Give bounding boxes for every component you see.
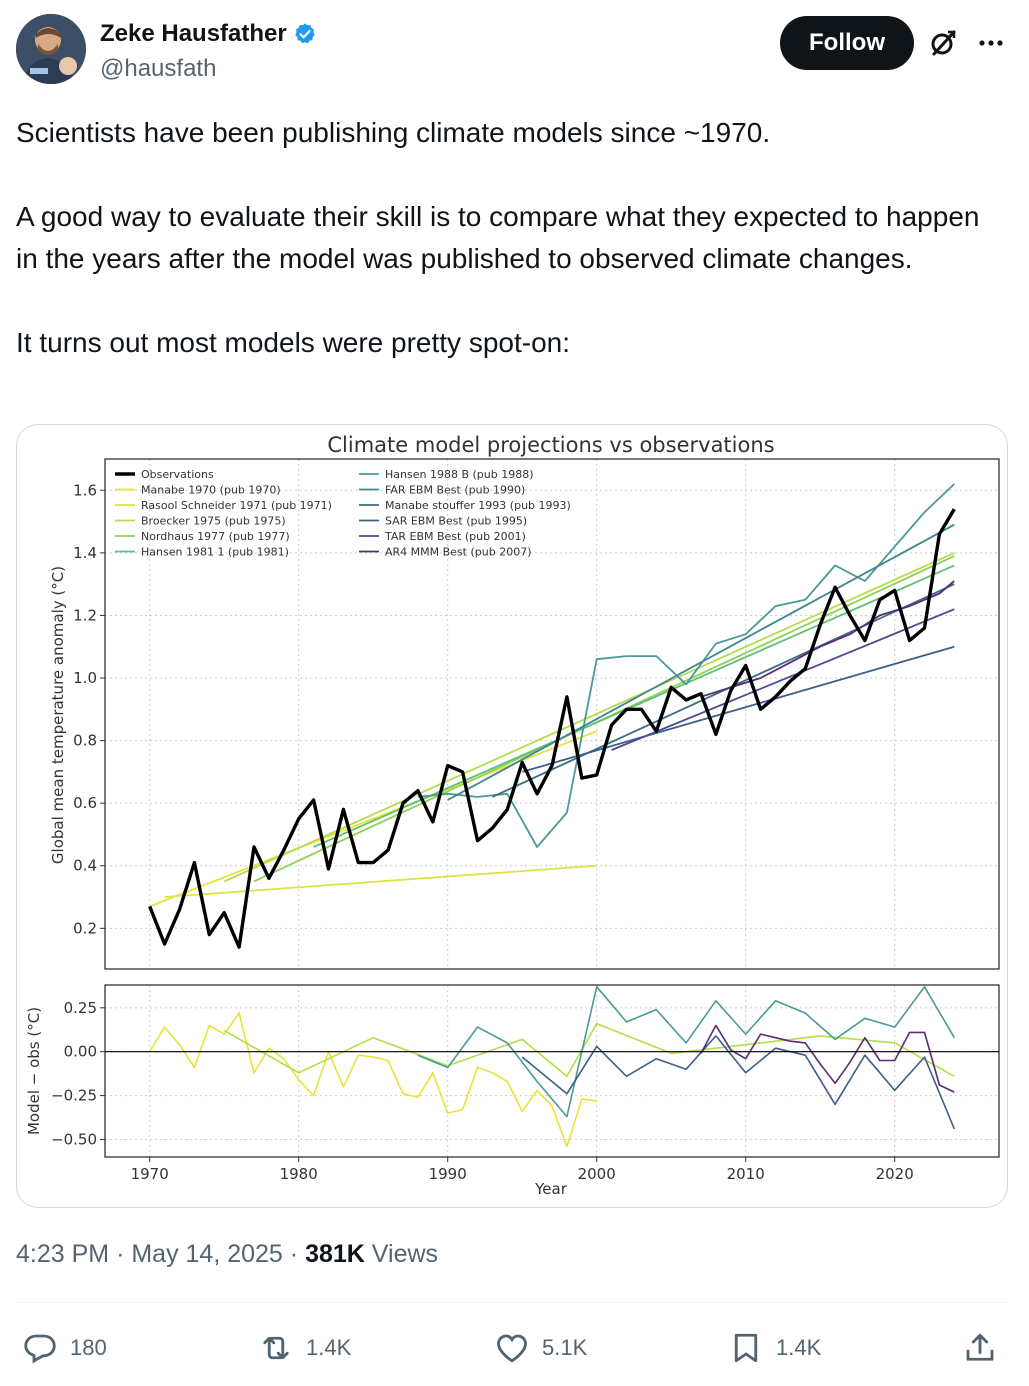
- tweet-header: Zeke Hausfather @hausfath Follow: [16, 14, 1013, 86]
- series-line: [417, 483, 955, 848]
- climate-chart: Climate model projections vs observation…: [25, 433, 1000, 1198]
- legend-label: FAR EBM Best (pub 1990): [385, 484, 525, 497]
- tweet-date[interactable]: May 14, 2025: [131, 1240, 283, 1268]
- chart-image[interactable]: Climate model projections vs observation…: [16, 424, 1008, 1208]
- x-axis-label: Year: [534, 1180, 568, 1198]
- legend-label: Manabe stouffer 1993 (pub 1993): [385, 499, 571, 512]
- bookmark-button[interactable]: 1.4K: [728, 1318, 821, 1378]
- reply-button[interactable]: 180: [22, 1318, 107, 1378]
- tweet-time[interactable]: 4:23 PM: [16, 1240, 110, 1268]
- action-bar: 180 1.4K 5.1K 1.4K: [16, 1318, 1009, 1378]
- author-name-row: Zeke Hausfather: [100, 20, 317, 48]
- views-label: Views: [371, 1240, 439, 1268]
- y-tick-label: 0.00: [64, 1043, 97, 1061]
- y-tick-label: 1.2: [73, 606, 97, 624]
- x-tick-label: 2020: [876, 1165, 914, 1183]
- chart-title: Climate model projections vs observation…: [327, 433, 774, 457]
- repost-count: 1.4K: [306, 1335, 352, 1360]
- x-tick-label: 1980: [280, 1165, 318, 1183]
- legend-label: Rasool Schneider 1971 (pub 1971): [141, 499, 332, 512]
- legend-label: Broecker 1975 (pub 1975): [141, 515, 286, 528]
- x-tick-label: 2000: [578, 1165, 616, 1183]
- series-line: [223, 552, 955, 883]
- series-line: [700, 580, 955, 698]
- x-tick-label: 2010: [727, 1165, 765, 1183]
- tweet-timestamp: 4:23 PM · May 14, 2025 · 381K Views: [16, 1240, 438, 1269]
- legend-label: Manabe 1970 (pub 1970): [141, 484, 281, 497]
- observations-line-group: [148, 508, 956, 949]
- chart-legend: Observations Manabe 1970 (pub 1970) Rasool…: [115, 468, 571, 559]
- legend-label: Observations: [141, 468, 214, 481]
- like-count: 5.1K: [542, 1335, 588, 1360]
- reply-count: 180: [70, 1335, 107, 1360]
- views-count: 381K: [305, 1240, 365, 1268]
- meta-separator: ·: [289, 1240, 299, 1268]
- residual-line: [149, 1012, 597, 1148]
- y-tick-label: 0.4: [73, 857, 97, 875]
- tweet-paragraph: A good way to evaluate their skill is to…: [16, 201, 980, 274]
- y-tick-label: −0.50: [51, 1130, 97, 1148]
- legend-label: TAR EBM Best (pub 2001): [384, 530, 526, 543]
- avatar[interactable]: [16, 14, 86, 84]
- bottom-y-ticks: 0.25 0.00 −0.25 −0.50: [51, 999, 105, 1148]
- legend-label: Nordhaus 1977 (pub 1977): [141, 530, 290, 543]
- share-icon: [966, 1333, 994, 1361]
- x-tick-label: 1990: [429, 1165, 467, 1183]
- y-tick-label: 1.4: [73, 544, 97, 562]
- series-line: [521, 645, 955, 773]
- y-tick-label: 0.6: [73, 794, 97, 812]
- y-tick-label: 0.2: [73, 919, 97, 937]
- share-button[interactable]: [962, 1318, 998, 1378]
- y-axis-label-top: Global mean temperature anomaly (°C): [49, 566, 67, 864]
- y-tick-label: −0.25: [51, 1087, 97, 1105]
- tweet-text: Scientists have been publishing climate …: [16, 112, 1006, 364]
- y-axis-label-bottom: Model − obs (°C): [25, 1007, 43, 1135]
- author-display-name[interactable]: Zeke Hausfather: [100, 20, 287, 47]
- series-line: [313, 564, 955, 848]
- legend-label: Hansen 1981 1 (pub 1981): [141, 546, 289, 559]
- like-button[interactable]: 5.1K: [494, 1318, 587, 1378]
- series-line: [447, 523, 955, 801]
- observations-line: [148, 508, 956, 949]
- bottom-axes-frame: [104, 984, 1000, 1158]
- residual-line: [417, 985, 955, 1118]
- tweet-paragraph: Scientists have been publishing climate …: [16, 117, 771, 148]
- bookmark-icon: [734, 1333, 758, 1363]
- top-gridlines: [105, 459, 999, 969]
- top-axes-frame: [104, 458, 1000, 970]
- legend-label: SAR EBM Best (pub 1995): [385, 515, 527, 528]
- legend-label: AR4 MMM Best (pub 2007): [385, 546, 532, 559]
- y-tick-label: 0.8: [73, 732, 97, 750]
- heart-icon: [497, 1334, 527, 1363]
- repost-icon: [263, 1336, 289, 1360]
- y-tick-label: 1.6: [73, 481, 97, 499]
- series-line: [149, 730, 598, 908]
- series-line: [164, 864, 597, 898]
- residual-line: [700, 1024, 955, 1093]
- x-ticks: 1970 1980 1990 2000 2010 2020: [131, 1157, 914, 1183]
- meta-separator: ·: [116, 1240, 125, 1268]
- bookmark-count: 1.4K: [776, 1335, 822, 1360]
- top-y-ticks: 0.2 0.4 0.6 0.8 1.0 1.2 1.4 1.6: [73, 481, 105, 937]
- divider: [16, 1302, 1009, 1303]
- more-icon[interactable]: [976, 28, 1006, 58]
- residual-line: [521, 1035, 956, 1130]
- x-tick-label: 1970: [131, 1165, 169, 1183]
- author-handle[interactable]: @hausfath: [100, 55, 217, 82]
- grok-icon[interactable]: [928, 28, 958, 58]
- y-tick-label: 0.25: [64, 999, 97, 1017]
- reply-icon: [24, 1334, 56, 1364]
- residual-series-lines: [149, 985, 956, 1148]
- series-line: [611, 608, 955, 751]
- repost-button[interactable]: 1.4K: [258, 1318, 351, 1378]
- follow-button[interactable]: Follow: [780, 16, 914, 70]
- y-tick-label: 1.0: [73, 669, 97, 687]
- bottom-gridlines: [105, 985, 999, 1157]
- verified-badge-icon: [295, 23, 315, 44]
- legend-label: Hansen 1988 B (pub 1988): [385, 468, 534, 481]
- tweet-paragraph: It turns out most models were pretty spo…: [16, 327, 571, 358]
